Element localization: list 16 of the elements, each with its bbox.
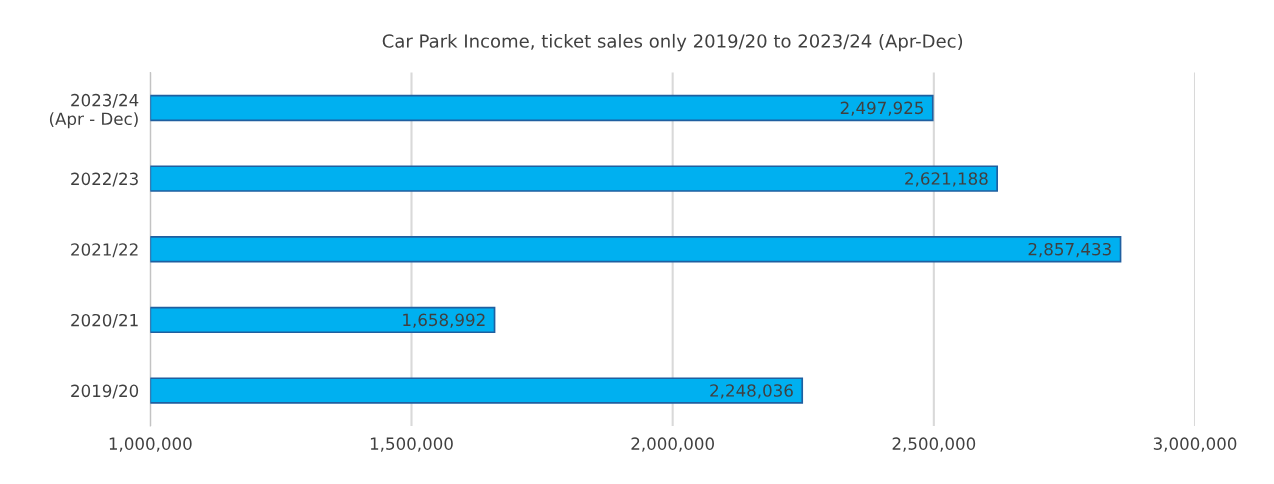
y-tick-label: 2023/24 (Apr - Dec) (49, 93, 139, 129)
x-tick-label: 1,500,000 (370, 437, 453, 452)
x-tick-label: 2,000,000 (631, 437, 714, 452)
data-label: 2,621,188 (905, 172, 988, 187)
data-label: 2,857,433 (1028, 242, 1111, 258)
y-tick-label: 2022/23 (71, 172, 138, 187)
y-tick-label: 2021/22 (71, 243, 138, 258)
data-label: 1,658,992 (403, 313, 485, 328)
data-label: 2,248,036 (710, 384, 793, 399)
x-tick-label: 1,000,000 (109, 437, 192, 452)
x-tick-label: 2,500,000 (892, 437, 976, 452)
y-tick-label: 2020/21 (71, 313, 138, 328)
x-tick-label: 3,000,000 (1153, 437, 1237, 452)
chart-title: Car Park Income, ticket sales only 2019/20 to 2023/24 (Apr-Dec) (382, 33, 963, 52)
data-label: 2,497,925 (840, 101, 923, 116)
y-tick-label: 2019/20 (71, 384, 139, 399)
